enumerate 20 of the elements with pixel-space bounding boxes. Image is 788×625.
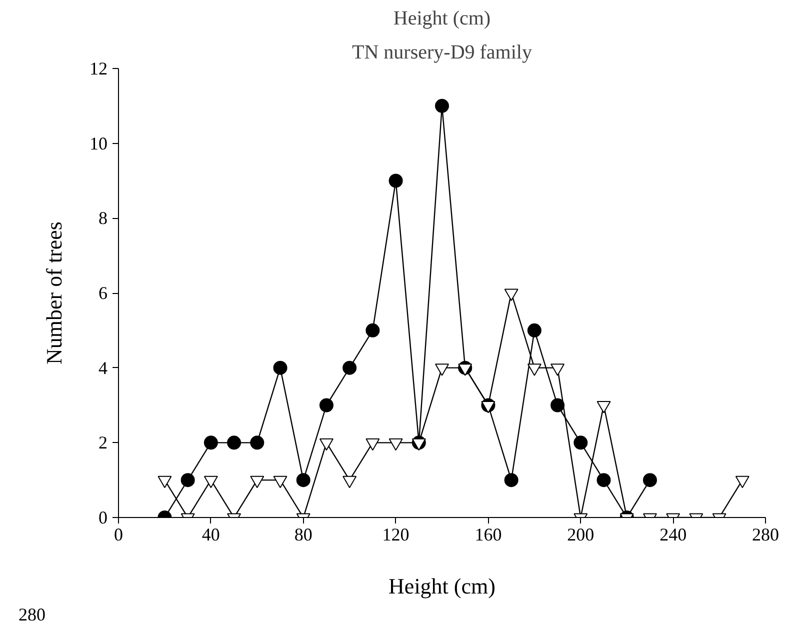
y-tick-label: 10 — [90, 133, 108, 154]
x-tick-label: 40 — [202, 524, 220, 544]
y-axis-title: Number of trees — [42, 222, 66, 364]
x-axis-title: Height (cm) — [388, 574, 496, 598]
x-tick-label: 120 — [382, 524, 410, 544]
x-tick-label: 80 — [294, 524, 312, 544]
y-tick-label: 6 — [98, 283, 108, 303]
x-tick-label: 160 — [474, 524, 502, 544]
x-tick-label: 280 — [752, 524, 779, 544]
y-tick-label: 8 — [98, 208, 108, 228]
text: 280 — [18, 604, 46, 624]
y-tick-label: 2 — [98, 432, 108, 453]
y-tick-label: 0 — [98, 508, 108, 528]
x-tick-label: 0 — [114, 524, 123, 544]
chart-title: Height (cm) — [393, 8, 491, 30]
y-tick-label: 12 — [90, 58, 108, 78]
x-tick-label: 240 — [660, 524, 687, 544]
x-tick-label: 200 — [567, 524, 594, 544]
y-tick-label: 4 — [98, 358, 108, 378]
chart-subtitle: TN nursery-D9 family — [352, 42, 532, 64]
